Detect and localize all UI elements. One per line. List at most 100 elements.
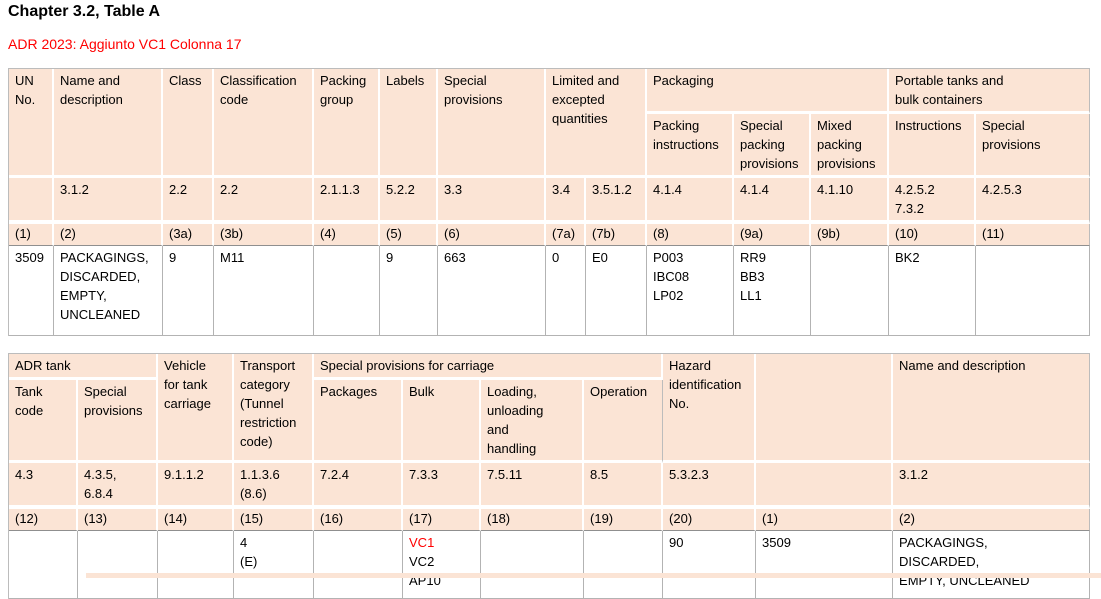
- ref-cell-mixed-packing: 4.1.10: [811, 178, 890, 224]
- data-un-number-2: 3509: [756, 531, 894, 599]
- data-name-description-2: PACKAGINGS, DISCARDED, EMPTY, UNCLEANED: [893, 531, 1091, 599]
- ref-cell-hazard: 5.3.2.3: [663, 463, 757, 509]
- data-loading-unloading: [481, 531, 585, 599]
- data-portable-special-provisions: [976, 246, 1091, 336]
- colnum-8: (8): [647, 224, 734, 246]
- data-class: 9: [163, 246, 214, 336]
- header-packing-group: Packing group: [314, 69, 380, 178]
- colnum-11: (11): [976, 224, 1091, 246]
- header-special-provisions-carriage-group: Special provisions for carriage: [314, 354, 664, 380]
- ref-cell-special-packing: 4.1.4: [734, 178, 811, 224]
- colnum-9b: (9b): [811, 224, 890, 246]
- ref-cell-special-provisions: 3.3: [438, 178, 546, 224]
- header-mixed-packing-provisions: Mixed packing provisions: [811, 114, 890, 178]
- next-table-partial-edge: [86, 573, 1101, 578]
- header-portable-instructions: Instructions: [889, 114, 977, 178]
- header-hazard-identification: Hazard identification No.: [663, 354, 757, 463]
- data-special-provisions: 663: [438, 246, 546, 336]
- colnum-2b: (2): [893, 509, 1091, 531]
- header-tank-code: Tank code: [9, 380, 78, 463]
- header-classification-code: Classification code: [214, 69, 314, 178]
- data-packing-group: [314, 246, 380, 336]
- header-loading-unloading: Loading, unloading and handling: [481, 380, 585, 463]
- ref-cell-vehicle: 9.1.1.2: [158, 463, 235, 509]
- header-class: Class: [163, 69, 214, 178]
- colnum-7a: (7a): [546, 224, 586, 246]
- header-portable-tanks-group: Portable tanks and bulk containers: [889, 69, 1091, 114]
- ref-cell-name: 3.1.2: [54, 178, 163, 224]
- data-bulk-codes: VC1 VC2 AP10: [403, 531, 482, 599]
- ref-cell-portable-special: 4.2.5.3: [976, 178, 1091, 224]
- colnum-7b: (7b): [586, 224, 647, 246]
- colnum-5: (5): [380, 224, 438, 246]
- revision-note: ADR 2023: Aggiunto VC1 Colonna 17: [8, 36, 242, 52]
- dangerous-goods-table-upper: UN No. Name and description Class Classi…: [8, 68, 1091, 336]
- header-adr-tank-group: ADR tank: [9, 354, 159, 380]
- header-special-packing-provisions: Special packing provisions: [734, 114, 811, 178]
- data-excepted-quantities: E0: [586, 246, 647, 336]
- data-packing-instructions: P003 IBC08 LP02: [647, 246, 734, 336]
- ref-cell-transport: 1.1.3.6 (8.6): [234, 463, 315, 509]
- ref-cell-portable-instructions: 4.2.5.2 7.3.2: [889, 178, 977, 224]
- colnum-16: (16): [314, 509, 404, 531]
- ref-cell-limited: 3.4: [546, 178, 586, 224]
- colnum-1b: (1): [756, 509, 894, 531]
- data-operation: [584, 531, 664, 599]
- header-labels: Labels: [380, 69, 438, 178]
- header-limited-excepted-quantities: Limited and excepted quantities: [546, 69, 647, 178]
- header-packaging-group: Packaging: [647, 69, 890, 114]
- dangerous-goods-table-lower: ADR tank Vehicle for tank carriage Trans…: [8, 353, 1091, 599]
- colnum-4: (4): [314, 224, 380, 246]
- ref-cell-loading: 7.5.11: [481, 463, 585, 509]
- ref-cell-packing-instructions: 4.1.4: [647, 178, 734, 224]
- ref-cell-operation: 8.5: [584, 463, 664, 509]
- header-packing-instructions: Packing instructions: [647, 114, 734, 178]
- data-limited-quantities: 0: [546, 246, 586, 336]
- ref-cell-name-description: 3.1.2: [893, 463, 1091, 509]
- colnum-3b: (3b): [214, 224, 314, 246]
- ref-cell-un: [9, 178, 54, 224]
- header-transport-category: Transport category (Tunnel restriction c…: [234, 354, 315, 463]
- colnum-10: (10): [889, 224, 977, 246]
- header-vehicle-tank-carriage: Vehicle for tank carriage: [158, 354, 235, 463]
- header-tank-special-provisions: Special provisions: [78, 380, 159, 463]
- colnum-20: (20): [663, 509, 757, 531]
- ref-cell-blank: [756, 463, 894, 509]
- header-operation: Operation: [584, 380, 664, 463]
- ref-cell-class: 2.2: [163, 178, 214, 224]
- header-portable-special-provisions: Special provisions: [976, 114, 1091, 178]
- bulk-code-vc1-added: VC1: [409, 535, 435, 550]
- ref-cell-labels: 5.2.2: [380, 178, 438, 224]
- colnum-18: (18): [481, 509, 585, 531]
- header-special-provisions: Special provisions: [438, 69, 546, 178]
- header-name-description-2: Name and description: [893, 354, 1091, 463]
- colnum-2: (2): [54, 224, 163, 246]
- ref-cell-excepted: 3.5.1.2: [586, 178, 647, 224]
- colnum-1: (1): [9, 224, 54, 246]
- header-name-description: Name and description: [54, 69, 163, 178]
- data-mixed-packing-provisions: [811, 246, 890, 336]
- colnum-3a: (3a): [163, 224, 214, 246]
- data-classification-code: M11: [214, 246, 314, 336]
- ref-cell-packing-group: 2.1.1.3: [314, 178, 380, 224]
- data-labels: 9: [380, 246, 438, 336]
- data-hazard-identification: 90: [663, 531, 757, 599]
- colnum-19: (19): [584, 509, 664, 531]
- data-packages: [314, 531, 404, 599]
- ref-cell-bulk: 7.3.3: [403, 463, 482, 509]
- data-name-description: PACKAGINGS, DISCARDED, EMPTY, UNCLEANED: [54, 246, 163, 336]
- data-tank-special-provisions: [78, 531, 159, 599]
- data-special-packing-provisions: RR9 BB3 LL1: [734, 246, 811, 336]
- colnum-6: (6): [438, 224, 546, 246]
- header-bulk: Bulk: [403, 380, 482, 463]
- ref-cell-classification: 2.2: [214, 178, 314, 224]
- data-tank-code: [9, 531, 78, 599]
- colnum-9a: (9a): [734, 224, 811, 246]
- ref-cell-tank-special: 4.3.5, 6.8.4: [78, 463, 159, 509]
- colnum-12: (12): [9, 509, 78, 531]
- bulk-codes-existing: VC2 AP10: [409, 554, 441, 588]
- header-blank-un: [756, 354, 894, 463]
- document-title: Chapter 3.2, Table A: [8, 3, 161, 20]
- colnum-13: (13): [78, 509, 159, 531]
- data-vehicle-tank-carriage: [158, 531, 235, 599]
